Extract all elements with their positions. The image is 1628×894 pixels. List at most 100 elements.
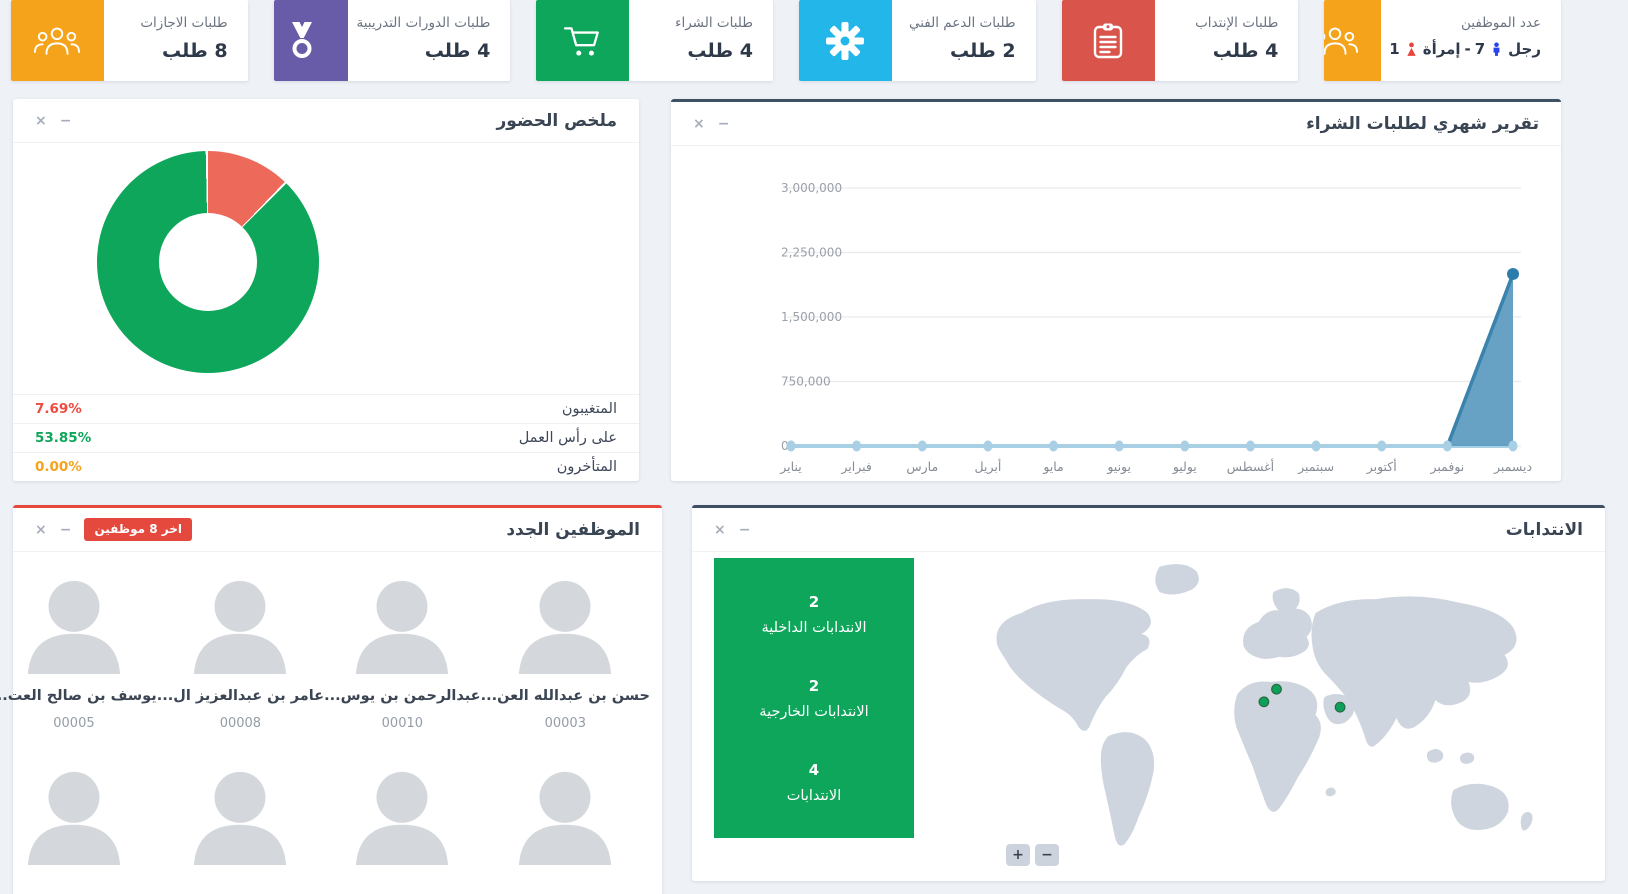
avatar — [158, 574, 325, 678]
employee-card[interactable] — [325, 765, 482, 891]
panel-controls: − × — [694, 117, 730, 131]
employee-card[interactable] — [158, 765, 325, 891]
gear-icon — [799, 0, 893, 81]
svg-text:ديسمبر: ديسمبر — [1494, 459, 1533, 475]
map-marker-icon[interactable] — [1335, 701, 1347, 713]
people-group-icon — [1325, 0, 1383, 81]
women-count: 1 — [1390, 40, 1401, 58]
svg-text:سبتمبر: سبتمبر — [1298, 459, 1335, 475]
stat-card[interactable]: طلبات الاجازات 8 طلب — [11, 0, 249, 81]
secondments-summary-item: 2 الانتدابات الداخلية — [721, 593, 909, 636]
secondments-summary-item: 4 الانتدابات — [721, 761, 909, 804]
svg-text:0: 0 — [782, 439, 790, 453]
stat-card-employees-count[interactable]: عدد الموظفين 1 إمرأة - 7 رجل — [1325, 0, 1562, 81]
employee-card[interactable]: عبدالرحمن بن يوس... 00010 — [325, 574, 482, 731]
close-icon[interactable]: × — [694, 115, 706, 132]
svg-text:يوليو: يوليو — [1173, 459, 1198, 475]
avatar — [482, 574, 651, 678]
stat-card-text: طلبات الشراء 4 طلب — [630, 0, 774, 81]
map-zoom-out-button[interactable]: − — [1036, 844, 1060, 866]
stat-card-title: طلبات الشراء — [676, 15, 754, 31]
stat-card-value: 8 طلب — [163, 40, 229, 62]
avatar — [0, 574, 158, 678]
panel-title: ملخص الحضور — [497, 110, 619, 131]
stat-card-title: عدد الموظفين — [1461, 15, 1542, 31]
world-map-svg — [997, 564, 1534, 846]
stat-card-text: طلبات الاجازات 8 طلب — [105, 0, 249, 81]
employee-name: عبدالرحمن بن يوس... — [325, 688, 482, 704]
close-icon[interactable]: × — [36, 112, 48, 129]
attendance-chart-area: المتغيبون على رأس العمل المتأخرون إنتداب… — [14, 143, 640, 393]
svg-text:أبريل: أبريل — [976, 458, 1003, 475]
svg-text:أغسطس: أغسطس — [1228, 458, 1275, 475]
minimize-icon[interactable]: − — [718, 115, 731, 132]
svg-text:3,000,000: 3,000,000 — [782, 181, 843, 195]
secondments-summary: 2 الانتدابات الداخلية 2 الانتدابات الخار… — [715, 558, 915, 838]
map-zoom-in-button[interactable]: + — [1007, 844, 1031, 866]
avatar — [482, 765, 651, 869]
secondments-panel: الانتدابات − × + − 2 الانتدابات الداخلية — [693, 505, 1606, 881]
svg-text:مارس: مارس — [907, 459, 939, 475]
stat-card-value: 4 طلب — [688, 40, 754, 62]
stat-card-value: 1 إمرأة - 7 رجل — [1390, 40, 1542, 58]
map-marker-icon[interactable] — [1259, 696, 1271, 708]
svg-text:2,250,000: 2,250,000 — [782, 246, 843, 260]
panel-controls: − × — [715, 523, 751, 537]
employee-card[interactable] — [482, 765, 651, 891]
women-label: إمرأة — [1423, 40, 1462, 58]
attendance-stat-row: المتأخرون 0.00% — [14, 452, 640, 481]
men-count: 7 — [1475, 40, 1487, 58]
secondment-label: الانتدابات الداخلية — [762, 619, 868, 636]
employee-card[interactable] — [0, 765, 158, 891]
employee-card[interactable]: حسن بن عبدالله العن... 00003 — [482, 574, 651, 731]
attendance-panel: ملخص الحضور − × المتغيبون على رأس العمل … — [14, 99, 640, 481]
panel-controls: اخر 8 موظفين − × — [36, 518, 194, 541]
stat-card-title: طلبات الاجازات — [141, 15, 229, 31]
cart-icon — [537, 0, 631, 81]
dashboard-row-top: تقرير شهري لطلبات الشراء − × 0 750,000 1,5… — [14, 99, 1562, 481]
svg-text:يناير: يناير — [780, 459, 803, 475]
attendance-donut-chart — [98, 151, 320, 373]
map-zoom-controls: + − — [1007, 844, 1060, 866]
stat-card[interactable]: طلبات الدعم الفني 2 طلب — [799, 0, 1037, 81]
panel-controls: − × — [36, 114, 72, 128]
minimize-icon[interactable]: − — [739, 521, 752, 538]
minimize-icon[interactable]: − — [60, 112, 73, 129]
stat-value: 53.85% — [36, 430, 93, 446]
svg-text:يونيو: يونيو — [1107, 459, 1132, 475]
employees-grid: حسن بن عبدالله العن... 00003 عبدالرحمن ب… — [0, 552, 663, 894]
stat-card-value: 2 طلب — [951, 40, 1017, 62]
stat-card-text: طلبات الإنتداب 4 طلب — [1156, 0, 1300, 81]
employee-id: 00003 — [545, 716, 587, 731]
secondment-count: 2 — [809, 676, 821, 695]
attendance-stat-row: المتغيبون 7.69% — [14, 394, 640, 423]
employee-name: يوسف بن صالح العت... — [0, 688, 158, 704]
close-icon[interactable]: × — [715, 521, 727, 538]
secondment-label: الانتدابات الخارجية — [760, 703, 870, 720]
stat-card-text: طلبات الدعم الفني 2 طلب — [893, 0, 1037, 81]
panel-title: الموظفين الجدد — [507, 519, 641, 540]
minimize-icon[interactable]: − — [60, 521, 73, 538]
employee-card[interactable]: يوسف بن صالح العت... 00005 — [0, 574, 158, 731]
stat-card-text: طلبات الدورات التدريبية 4 طلب — [349, 0, 511, 81]
map-marker-icon[interactable] — [1272, 683, 1283, 695]
stat-card-title: طلبات الدعم الفني — [909, 15, 1017, 31]
secondment-label: الانتدابات — [787, 787, 843, 804]
stat-card[interactable]: طلبات الإنتداب 4 طلب — [1062, 0, 1300, 81]
stat-label: المتغيبون — [562, 401, 618, 417]
value-separator: - — [1465, 40, 1472, 58]
svg-text:فبراير: فبراير — [841, 459, 873, 475]
stat-card[interactable]: طلبات الدورات التدريبية 4 طلب — [274, 0, 512, 81]
medal-icon — [274, 0, 350, 81]
world-map[interactable]: + − — [929, 556, 1584, 868]
employee-id: 00008 — [220, 716, 263, 731]
people-group-icon — [11, 0, 105, 81]
stat-card-value: 4 طلب — [1213, 40, 1280, 62]
employee-card[interactable]: عامر بن عبدالعزيز آل... 00008 — [158, 574, 325, 731]
panel-title: تقرير شهري لطلبات الشراء — [1307, 113, 1540, 134]
stat-cards-row: عدد الموظفين 1 إمرأة - 7 رجل طلبات الإنت… — [11, 0, 1562, 81]
stat-label: على رأس العمل — [519, 430, 618, 446]
stat-card[interactable]: طلبات الشراء 4 طلب — [537, 0, 774, 81]
avatar — [158, 765, 325, 869]
close-icon[interactable]: × — [36, 521, 48, 538]
